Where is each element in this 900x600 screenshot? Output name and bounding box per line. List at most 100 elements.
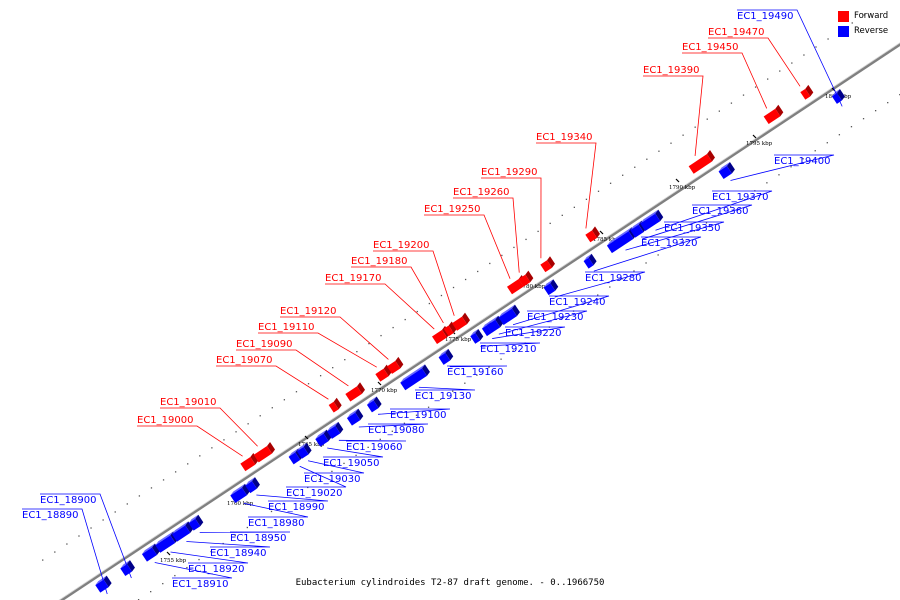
gene-ec1-19260[interactable]: [518, 270, 534, 287]
gene-ec1-19070[interactable]: [328, 397, 342, 413]
gene-label[interactable]: EC1_18950: [230, 533, 286, 544]
gene-label[interactable]: EC1_19170: [325, 273, 381, 284]
guide-dot: [729, 206, 732, 208]
gene-label[interactable]: EC1_19340: [536, 132, 592, 143]
gene-ec1-18910[interactable]: [141, 543, 160, 562]
gene-ec1-19160[interactable]: [438, 348, 454, 365]
gene-label[interactable]: EC1_19130: [415, 391, 471, 402]
guide-dot: [742, 94, 745, 96]
gene-label[interactable]: EC1_19030: [304, 474, 360, 485]
guide-dot: [416, 310, 418, 313]
gene-label[interactable]: EC1_19210: [480, 344, 536, 355]
gene-ec1-19060[interactable]: [326, 421, 344, 439]
gene-label[interactable]: EC1_18990: [268, 502, 324, 513]
scale-tick-label: 1780 kbp: [519, 284, 546, 290]
scale-tick-mark: [166, 551, 171, 556]
gene-label[interactable]: EC1_18890: [22, 510, 78, 521]
gene-label[interactable]: EC1_19490: [737, 11, 793, 22]
gene-leader-line: [22, 508, 108, 595]
gene-ec1-19370[interactable]: [640, 209, 664, 232]
gene-ec1-19320[interactable]: [583, 253, 597, 269]
gene-ec1-18950[interactable]: [188, 514, 204, 531]
gene-label[interactable]: EC1_19390: [643, 65, 699, 76]
gene-ec1-19230[interactable]: [486, 315, 504, 333]
gene-label[interactable]: EC1_19110: [258, 322, 314, 333]
guide-dot: [367, 446, 369, 449]
gene-label[interactable]: EC1_19100: [390, 410, 446, 421]
gene-label[interactable]: EC1_19000: [137, 415, 193, 426]
gene-ec1-19470[interactable]: [800, 84, 814, 100]
gene-ec1-19110[interactable]: [375, 364, 392, 382]
gene-label[interactable]: EC1_19280: [585, 273, 641, 284]
gene-ec1-19010[interactable]: [253, 441, 276, 463]
gene-ec1-19490[interactable]: [831, 89, 845, 104]
guide-dot: [766, 182, 768, 184]
gene-ec1-18990[interactable]: [245, 477, 260, 494]
gene-ec1-19030[interactable]: [296, 442, 312, 459]
gene-label[interactable]: EC1_19060: [346, 442, 402, 453]
guide-dot: [332, 367, 334, 369]
gene-label[interactable]: EC1_19090: [236, 339, 292, 350]
gene-ec1-19080[interactable]: [346, 408, 364, 426]
gene-label[interactable]: EC1_19360: [692, 206, 748, 217]
gene-ec1-19200[interactable]: [452, 312, 470, 331]
gene-ec1-19400[interactable]: [718, 162, 735, 180]
gene-ec1-18890[interactable]: [95, 575, 112, 593]
gene-ec1-19340[interactable]: [585, 226, 600, 243]
gene-label[interactable]: EC1_19020: [286, 488, 342, 499]
guide-dot: [54, 551, 56, 553]
gene-label[interactable]: EC1_18940: [210, 548, 266, 559]
gene-ec1-19000[interactable]: [240, 453, 259, 472]
gene-label[interactable]: EC1_19230: [527, 312, 583, 323]
guide-dot: [102, 519, 104, 521]
gene-ec1-18980[interactable]: [230, 483, 250, 504]
gene-ec1-19450[interactable]: [763, 104, 784, 124]
gene-ec1-18900[interactable]: [120, 560, 135, 577]
gene-label[interactable]: EC1_19240: [549, 297, 605, 308]
gene-ec1-19280[interactable]: [543, 279, 559, 296]
gene-ec1-19130[interactable]: [400, 364, 430, 391]
gene-label[interactable]: EC1_19010: [160, 397, 216, 408]
gene-label[interactable]: EC1_19160: [447, 367, 503, 378]
gene-label[interactable]: EC1_19320: [641, 238, 697, 249]
gene-front-face: [486, 319, 501, 333]
gene-front-face: [346, 412, 361, 426]
gene-side-face: [655, 209, 664, 222]
gene-front-face: [470, 332, 481, 344]
gene-label[interactable]: EC1_18910: [172, 579, 228, 590]
guide-dot: [295, 494, 297, 497]
gene-ec1-19120[interactable]: [387, 356, 404, 374]
gene-label[interactable]: EC1_19350: [664, 223, 720, 234]
gene-label[interactable]: EC1_19370: [712, 192, 768, 203]
gene-label[interactable]: EC1_18900: [40, 495, 96, 506]
gene-ec1-19050[interactable]: [315, 429, 332, 447]
gene-label[interactable]: EC1_19220: [505, 328, 561, 339]
scale-tick-mark: [377, 381, 382, 386]
gene-label[interactable]: EC1_19470: [708, 27, 764, 38]
gene-label[interactable]: EC1_18980: [248, 518, 304, 529]
gene-label[interactable]: EC1_19260: [453, 187, 509, 198]
gene-ec1-18940[interactable]: [171, 521, 194, 542]
gene-label[interactable]: EC1_19120: [280, 306, 336, 317]
gene-ec1-19100[interactable]: [366, 396, 382, 413]
gene-ec1-19210[interactable]: [470, 328, 484, 344]
gene-ec1-19290[interactable]: [540, 256, 555, 273]
gene-label[interactable]: EC1_19450: [682, 42, 738, 53]
gene-label[interactable]: EC1_19250: [424, 204, 480, 215]
gene-label[interactable]: EC1_19200: [373, 240, 429, 251]
gene-top-face: [155, 531, 174, 546]
gene-label[interactable]: EC1_19080: [368, 425, 424, 436]
gene-ec1-19090[interactable]: [345, 382, 365, 402]
gene-ec1-19390[interactable]: [688, 150, 715, 174]
gene-label[interactable]: EC1_19070: [216, 355, 272, 366]
gene-label[interactable]: EC1_19290: [481, 167, 537, 178]
gene-label[interactable]: EC1_19050: [323, 458, 379, 469]
gene-label[interactable]: EC1_19400: [774, 156, 830, 167]
gene-label[interactable]: EC1_18920: [188, 564, 244, 575]
gene-label[interactable]: EC1_19180: [351, 256, 407, 267]
guide-dot: [477, 270, 479, 273]
gene-ec1-19240[interactable]: [498, 304, 520, 326]
gene-ec1-19180[interactable]: [443, 321, 457, 337]
guide-dot: [887, 101, 889, 104]
